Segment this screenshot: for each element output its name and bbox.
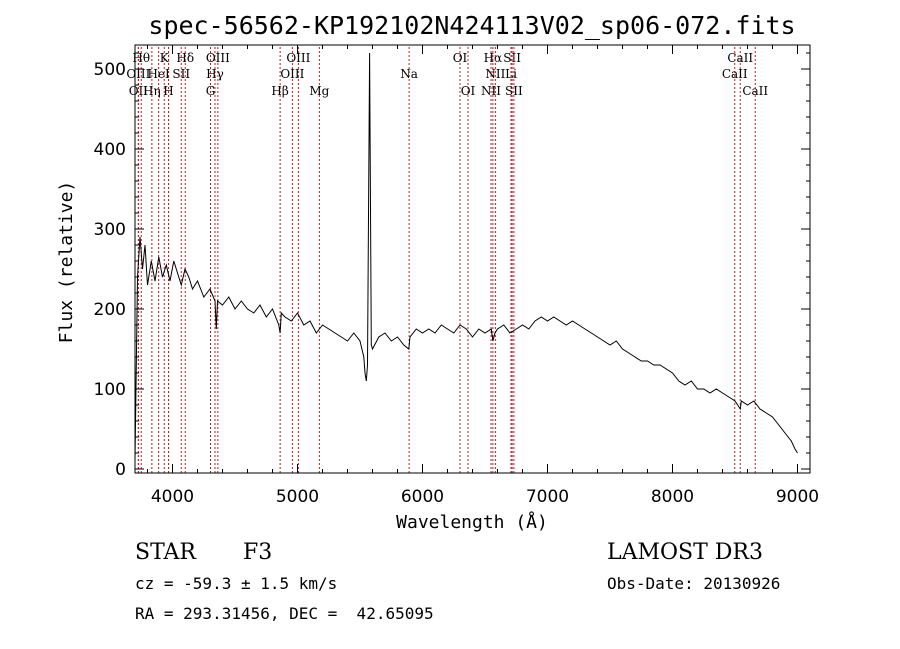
y-tick-label-0: 0 <box>115 460 126 480</box>
spectrum-line <box>134 52 798 462</box>
line-label-8: Hδ <box>176 51 194 65</box>
redshift-text: cz = -59.3 ± 1.5 km/s <box>135 574 338 593</box>
line-label-9: OIII <box>206 51 230 65</box>
line-label-19: Hα <box>484 51 503 65</box>
chart-title: spec-56562-KP192102N424113V02_sp06-072.f… <box>148 11 795 40</box>
object-class: STAR <box>135 540 196 565</box>
x-tick-label-1: 5000 <box>276 487 319 507</box>
x-tick-label-4: 8000 <box>651 487 694 507</box>
y-tick-label-4: 400 <box>94 140 126 160</box>
line-label-1: OIII <box>126 67 150 81</box>
line-label-2: Hθ <box>132 51 150 65</box>
line-label-20: SII <box>503 51 521 65</box>
line-label-11: G <box>206 84 216 98</box>
line-label-5: K <box>160 51 170 65</box>
survey-name: LAMOST DR3 <box>607 540 763 565</box>
line-label-24: SII <box>505 84 523 98</box>
plot-frame <box>134 44 811 474</box>
line-label-12: Hβ <box>271 84 288 98</box>
line-label-3: Hη <box>143 84 161 98</box>
x-tick-label-5: 9000 <box>776 487 819 507</box>
line-label-21: NII <box>485 67 505 81</box>
line-label-27: CaII <box>742 84 768 98</box>
line-label-22: Li <box>505 67 517 81</box>
spectrum-layer <box>134 52 798 462</box>
y-axis-label: Flux (relative) <box>56 181 77 344</box>
x-axis-label: Wavelength (Å) <box>396 511 548 533</box>
object-subclass: F3 <box>243 540 273 565</box>
y-tick-label-1: 100 <box>94 380 126 400</box>
y-tick-label-5: 500 <box>94 60 126 80</box>
line-label-17: OI <box>453 51 468 65</box>
x-tick-label-3: 7000 <box>526 487 569 507</box>
line-label-7: SII <box>172 67 190 81</box>
x-tick-label-0: 4000 <box>151 487 194 507</box>
y-tick-label-3: 300 <box>94 220 126 240</box>
line-label-10: Hγ <box>206 67 224 81</box>
line-label-4: HeI <box>147 67 170 81</box>
x-tick-label-2: 6000 <box>401 487 444 507</box>
coordinates-text: RA = 293.31456, DEC = 42.65095 <box>135 604 434 623</box>
axis-ticks: 4000 5000 6000 7000 8000 9000 0 100 200 300 400 500 <box>94 45 819 507</box>
line-label-23: NII <box>481 84 501 98</box>
line-label-6: H <box>163 84 173 98</box>
line-label-14: OIII <box>280 67 304 81</box>
obs-date-text: Obs-Date: 20130926 <box>607 574 781 593</box>
line-label-15: Mg <box>309 84 329 98</box>
line-label-13: OIII <box>286 51 310 65</box>
line-label-25: CaII <box>727 51 753 65</box>
y-tick-label-2: 200 <box>94 300 126 320</box>
line-label-18: OI <box>461 84 476 98</box>
line-label-16: Na <box>400 67 418 81</box>
line-label-26: CaII <box>722 67 748 81</box>
